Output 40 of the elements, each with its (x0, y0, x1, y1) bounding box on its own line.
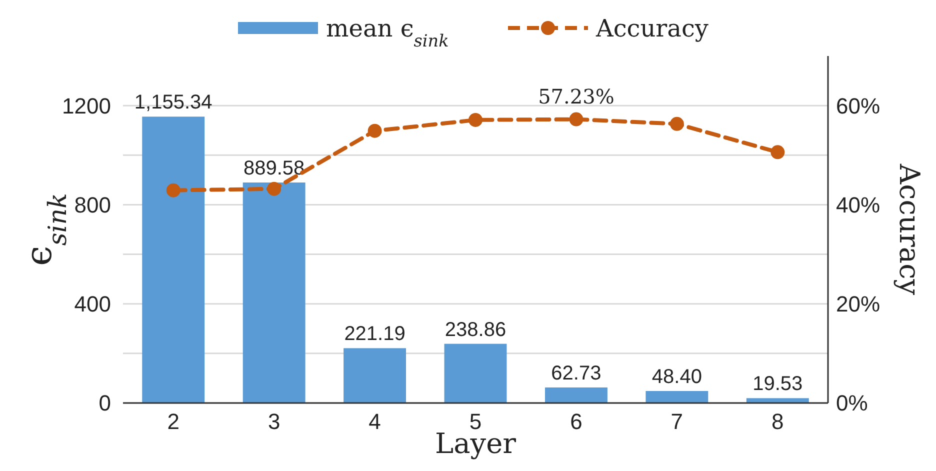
point (368, 124, 382, 138)
data-label: 62.73 (551, 362, 602, 384)
bar (242, 182, 306, 403)
y-tick-label: 1200 (62, 93, 111, 118)
point (166, 183, 180, 198)
point (670, 116, 684, 131)
point (770, 145, 785, 160)
x-tick-label: 6 (570, 409, 582, 434)
data-label: 57.23% (538, 84, 614, 108)
y-tick-label: 400 (74, 292, 111, 317)
legend-label: mean ϵ$_{sink}$ (326, 14, 449, 50)
y2-tick-label: 40% (836, 192, 880, 218)
y2-tick-label: 0% (836, 390, 868, 416)
point (267, 182, 282, 196)
legend-label: Accuracy (595, 14, 709, 42)
x-tick-label: 8 (772, 409, 784, 434)
x-tick-label: 4 (368, 409, 381, 434)
y-tick-label: 800 (74, 192, 111, 218)
data-label: 889.58 (243, 158, 305, 180)
data-label: 1,155.34 (134, 92, 212, 114)
x-tick-label: 3 (268, 409, 280, 434)
bar (142, 116, 205, 403)
data-label: 48.40 (652, 366, 702, 388)
bar (444, 344, 507, 403)
x-tick-label: 7 (670, 409, 684, 434)
data-label: 19.53 (752, 373, 803, 396)
bar (344, 348, 406, 403)
y2-tick-label: 60% (836, 93, 880, 118)
bar (646, 391, 708, 403)
y-tick-label: 0 (98, 390, 111, 416)
data-label: 221.19 (344, 323, 406, 346)
point (569, 112, 584, 126)
y2-axis-title: Accuracy (893, 162, 926, 296)
x-tick-label: 2 (167, 409, 180, 434)
bar (544, 387, 608, 403)
bar (746, 398, 809, 403)
point (468, 112, 482, 127)
y2-tick-label: 20% (836, 292, 880, 317)
x-tick-label: 5 (469, 409, 482, 434)
data-label: 238.86 (444, 318, 506, 341)
